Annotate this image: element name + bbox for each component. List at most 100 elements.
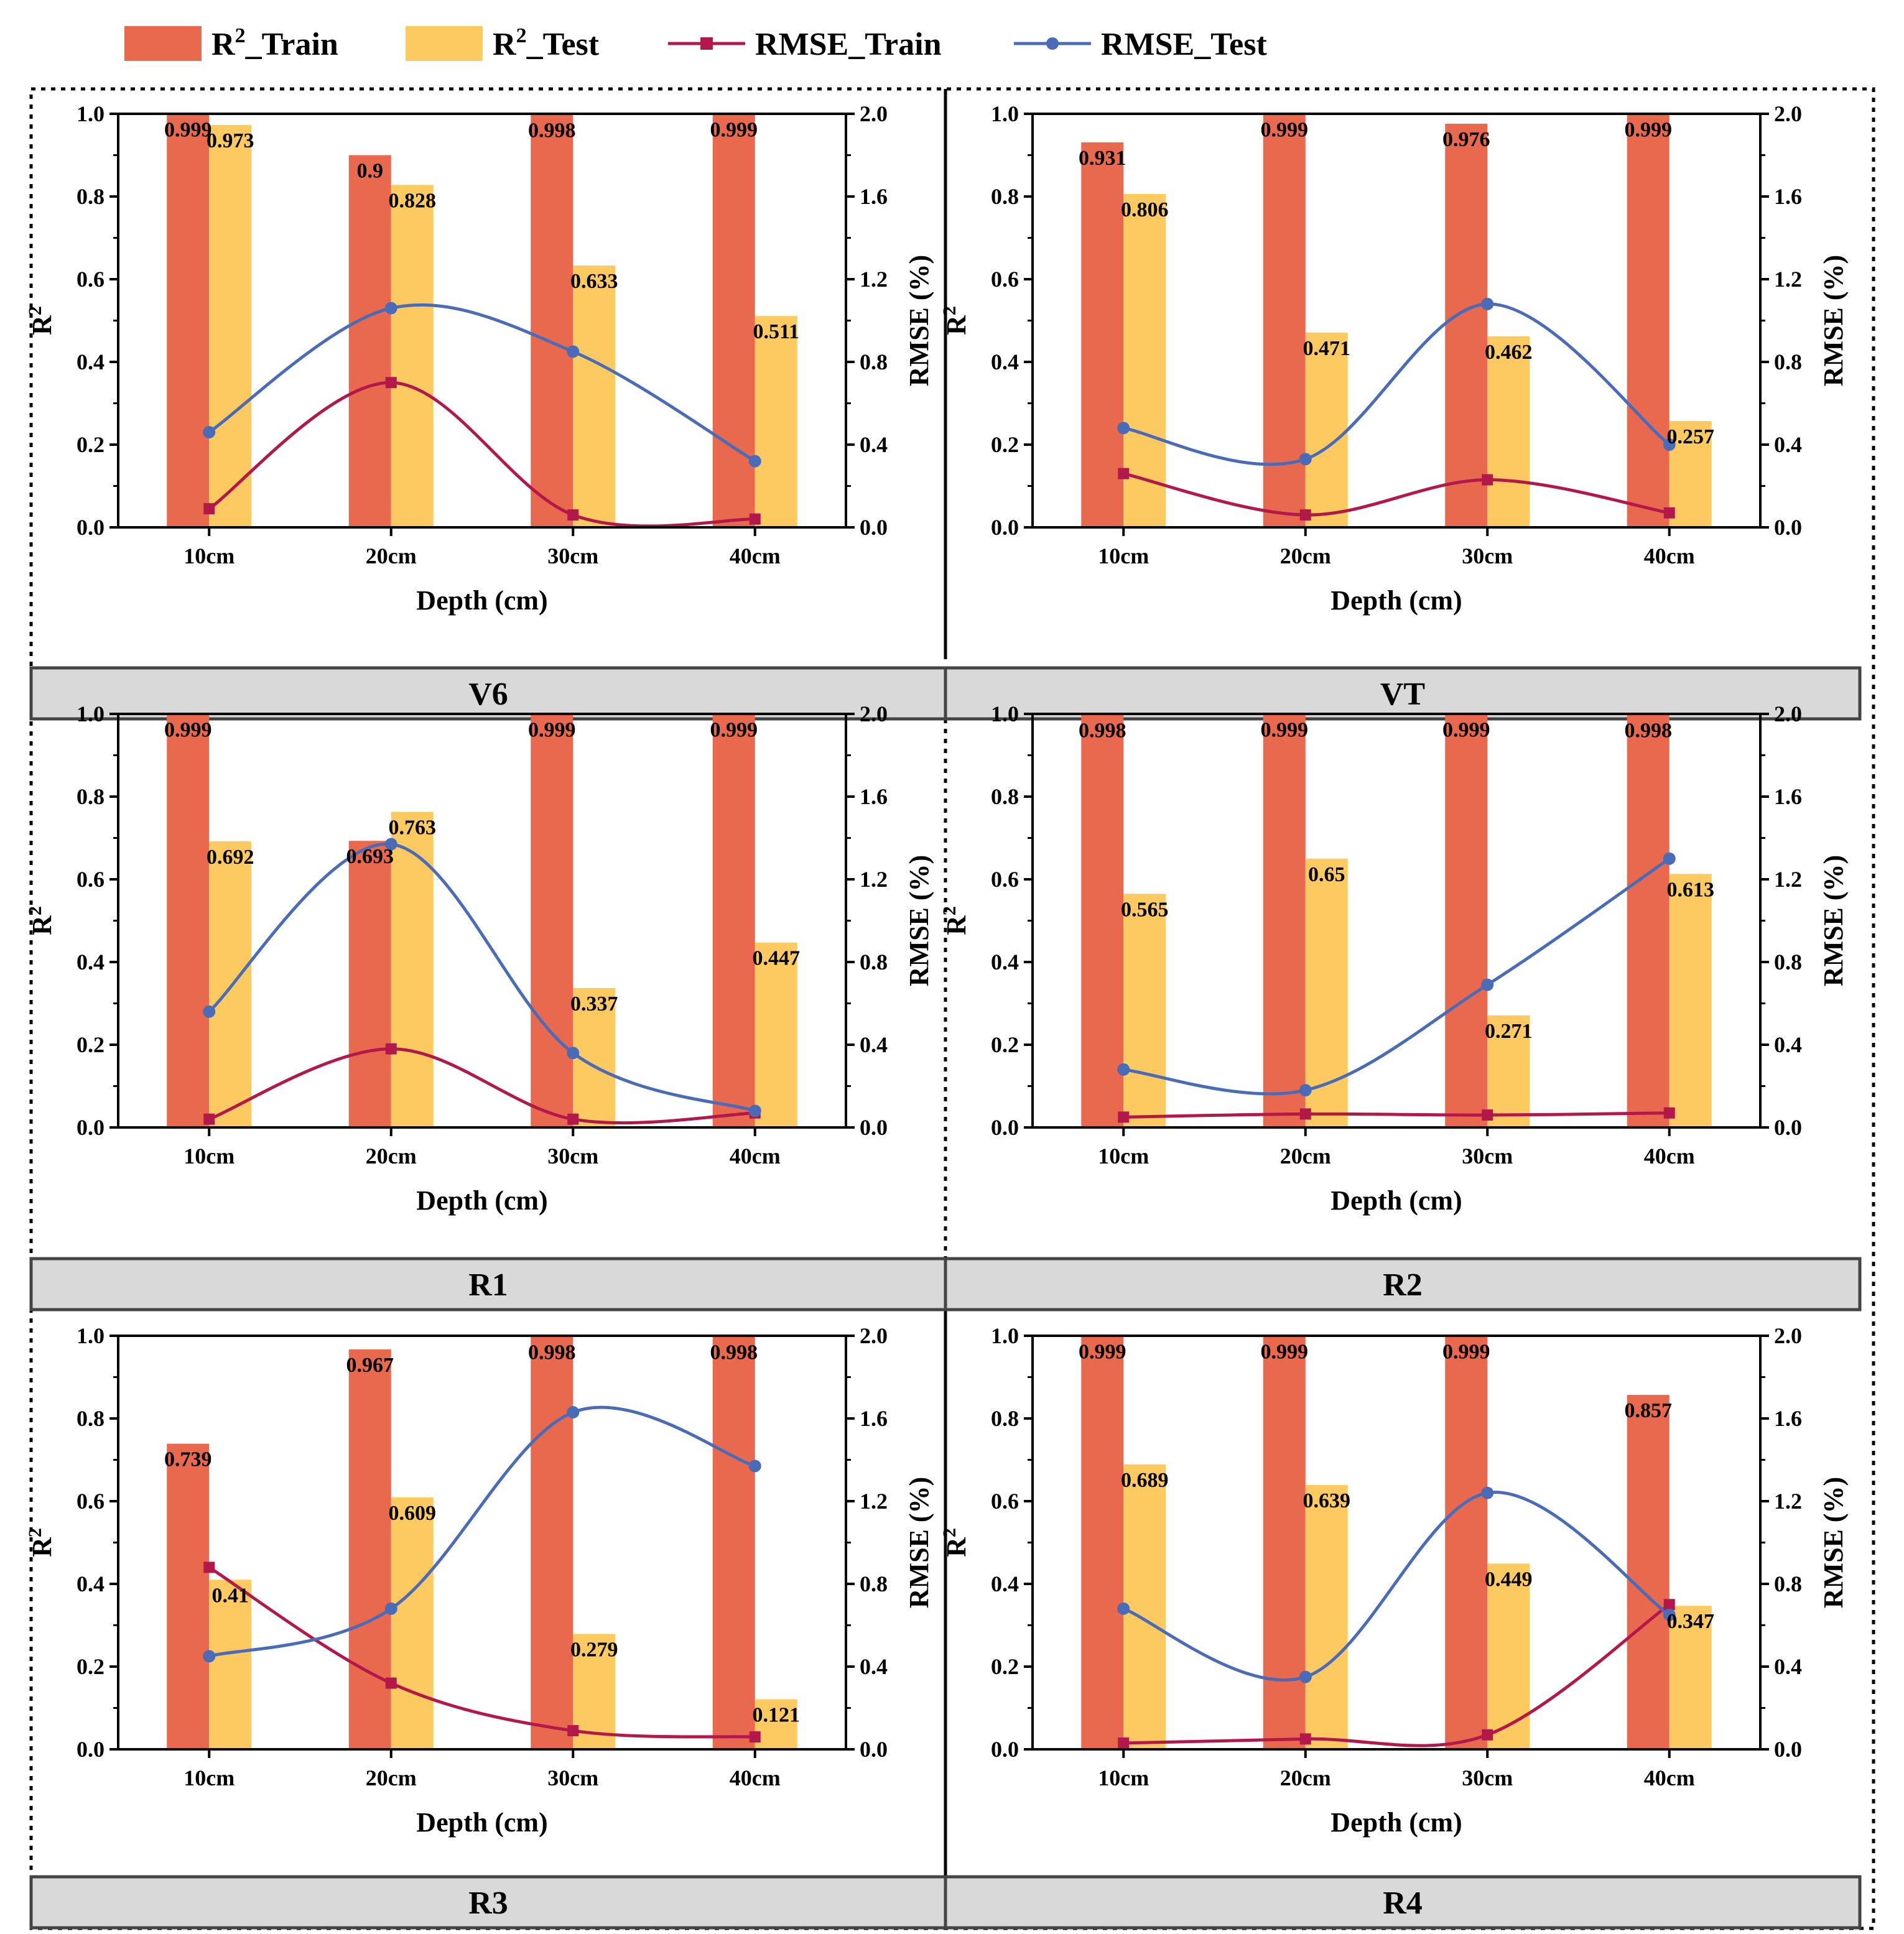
point-rmse-train-10cm xyxy=(203,1113,215,1125)
label-train-10cm: 0.999 xyxy=(1079,1341,1126,1364)
bar-test-40cm xyxy=(1669,874,1712,1127)
point-rmse-test-30cm xyxy=(567,345,580,358)
bar-train-20cm xyxy=(348,155,391,527)
label-test-40cm: 0.121 xyxy=(753,1704,801,1727)
bars xyxy=(167,714,797,1127)
xtick-label: 10cm xyxy=(183,1765,235,1790)
label-train-10cm: 0.931 xyxy=(1079,147,1126,170)
bar-test-10cm xyxy=(1123,194,1166,527)
line-rmse-train xyxy=(208,381,755,527)
point-rmse-test-30cm xyxy=(1481,1486,1494,1499)
ytick-label-left: 0.2 xyxy=(77,432,104,457)
ytick-label-right: 2.0 xyxy=(860,1323,888,1348)
ytick-label-left: 0.0 xyxy=(77,1737,104,1762)
point-rmse-train-20cm xyxy=(1299,509,1311,521)
x-axis-title: Depth (cm) xyxy=(1330,1185,1462,1216)
label-test-30cm: 0.337 xyxy=(570,992,618,1016)
bar-test-40cm xyxy=(755,942,797,1127)
bar-test-30cm xyxy=(573,266,616,527)
line-rmse-test xyxy=(208,842,756,1113)
strip-background xyxy=(944,1875,1862,1930)
y-axis-title-right: RMSE (%) xyxy=(1818,255,1849,386)
line-rmse-train xyxy=(1123,472,1670,517)
panel-title: R4 xyxy=(1383,1885,1423,1921)
ytick-label-left: 0.0 xyxy=(991,1115,1019,1140)
y-axis-title-right: RMSE (%) xyxy=(1818,1477,1849,1608)
x-axis-title: Depth (cm) xyxy=(416,585,547,616)
ytick-label-right: 0.4 xyxy=(860,1032,888,1057)
label-train-40cm: 0.999 xyxy=(710,719,758,742)
data-labels: 0.999 0.692 0.693 0.763 0.999 0.337 0.999 0.447 xyxy=(164,719,800,1016)
bar-test-40cm xyxy=(755,1699,797,1749)
ytick-label-right: 1.2 xyxy=(1774,867,1802,892)
ytick-label-left: 1.0 xyxy=(77,1323,104,1348)
bars xyxy=(167,114,797,528)
bar-train-20cm xyxy=(348,1349,391,1749)
label-train-40cm: 0.857 xyxy=(1625,1399,1673,1422)
ytick-label-right: 1.2 xyxy=(1774,267,1802,292)
point-rmse-train-30cm xyxy=(567,509,579,521)
point-rmse-train-30cm xyxy=(567,1113,579,1125)
label-train-10cm: 0.998 xyxy=(1079,719,1126,742)
label-train-30cm: 0.999 xyxy=(1442,1341,1490,1364)
ytick-label-right: 1.6 xyxy=(1774,184,1802,209)
label-test-20cm: 0.609 xyxy=(389,1502,437,1525)
bar-train-10cm xyxy=(167,114,210,528)
legend-label-test_r2: R2_Test xyxy=(493,24,600,62)
ytick-label-left: 0.0 xyxy=(77,515,104,540)
bar-train-30cm xyxy=(1445,714,1488,1127)
label-test-20cm: 0.639 xyxy=(1303,1489,1351,1512)
label-train-30cm: 0.976 xyxy=(1442,128,1490,151)
label-test-20cm: 0.763 xyxy=(389,817,437,840)
point-rmse-test-40cm xyxy=(748,1460,761,1473)
ytick-label-left: 0.4 xyxy=(991,1571,1019,1596)
xtick-label: 40cm xyxy=(1644,1144,1695,1168)
ytick-label-left: 0.6 xyxy=(991,867,1019,892)
xtick-label: 10cm xyxy=(1098,1765,1149,1790)
label-test-30cm: 0.271 xyxy=(1485,1020,1533,1043)
line-rmse-test xyxy=(1123,1491,1671,1682)
ytick-label-right: 0.0 xyxy=(1774,1115,1802,1140)
x-axis-title: Depth (cm) xyxy=(416,1807,547,1838)
xtick-label: 30cm xyxy=(547,1765,598,1790)
point-rmse-train-40cm xyxy=(1663,507,1675,519)
ytick-label-left: 0.6 xyxy=(991,267,1019,292)
rmse-lines xyxy=(1117,297,1676,521)
label-test-40cm: 0.447 xyxy=(753,947,801,970)
ytick-label-left: 0.0 xyxy=(991,515,1019,540)
ytick-label-right: 0.8 xyxy=(1774,349,1802,374)
label-train-20cm: 0.999 xyxy=(1261,719,1309,742)
point-rmse-train-20cm xyxy=(385,377,397,389)
panel-r4: 0.999 0.689 0.999 0.639 0.999 0.449 0.857 0.347… xyxy=(939,1323,1862,1930)
point-rmse-test-10cm xyxy=(203,426,216,439)
label-train-20cm: 0.693 xyxy=(346,845,394,868)
point-rmse-test-30cm xyxy=(567,1047,580,1060)
label-train-40cm: 0.999 xyxy=(1625,119,1673,142)
bar-train-40cm xyxy=(712,114,755,528)
ytick-label-left: 1.0 xyxy=(991,1323,1019,1348)
data-labels: 0.739 0.41 0.967 0.609 0.998 0.279 0.998 0.121 xyxy=(164,1341,800,1726)
ytick-label-left: 0.8 xyxy=(77,784,104,809)
panel-title: VT xyxy=(1380,677,1425,712)
ytick-label-right: 1.2 xyxy=(1774,1489,1802,1514)
xtick-label: 40cm xyxy=(1644,1765,1695,1790)
ytick-label-left: 0.6 xyxy=(991,1489,1019,1514)
bar-test-10cm xyxy=(209,124,252,527)
ytick-label-right: 1.2 xyxy=(860,867,888,892)
xtick-label: 40cm xyxy=(730,544,781,568)
ytick-label-left: 1.0 xyxy=(77,101,104,126)
ytick-label-left: 1.0 xyxy=(991,101,1019,126)
point-rmse-train-20cm xyxy=(1299,1733,1311,1745)
xtick-label: 30cm xyxy=(547,544,598,568)
panel-vt: 0.931 0.806 0.999 0.471 0.976 0.462 0.999 0.257… xyxy=(939,101,1862,721)
bar-train-20cm xyxy=(1263,1336,1306,1749)
bar-test-10cm xyxy=(1123,894,1166,1127)
label-test-40cm: 0.511 xyxy=(753,320,799,343)
label-train-10cm: 0.999 xyxy=(164,119,212,142)
bar-train-20cm xyxy=(348,841,391,1127)
panel-title-strip: R3 xyxy=(29,1875,947,1930)
ytick-label-right: 0.0 xyxy=(1774,515,1802,540)
y-axis-title-right: RMSE (%) xyxy=(1818,855,1849,986)
xtick-label: 10cm xyxy=(1098,1144,1149,1168)
